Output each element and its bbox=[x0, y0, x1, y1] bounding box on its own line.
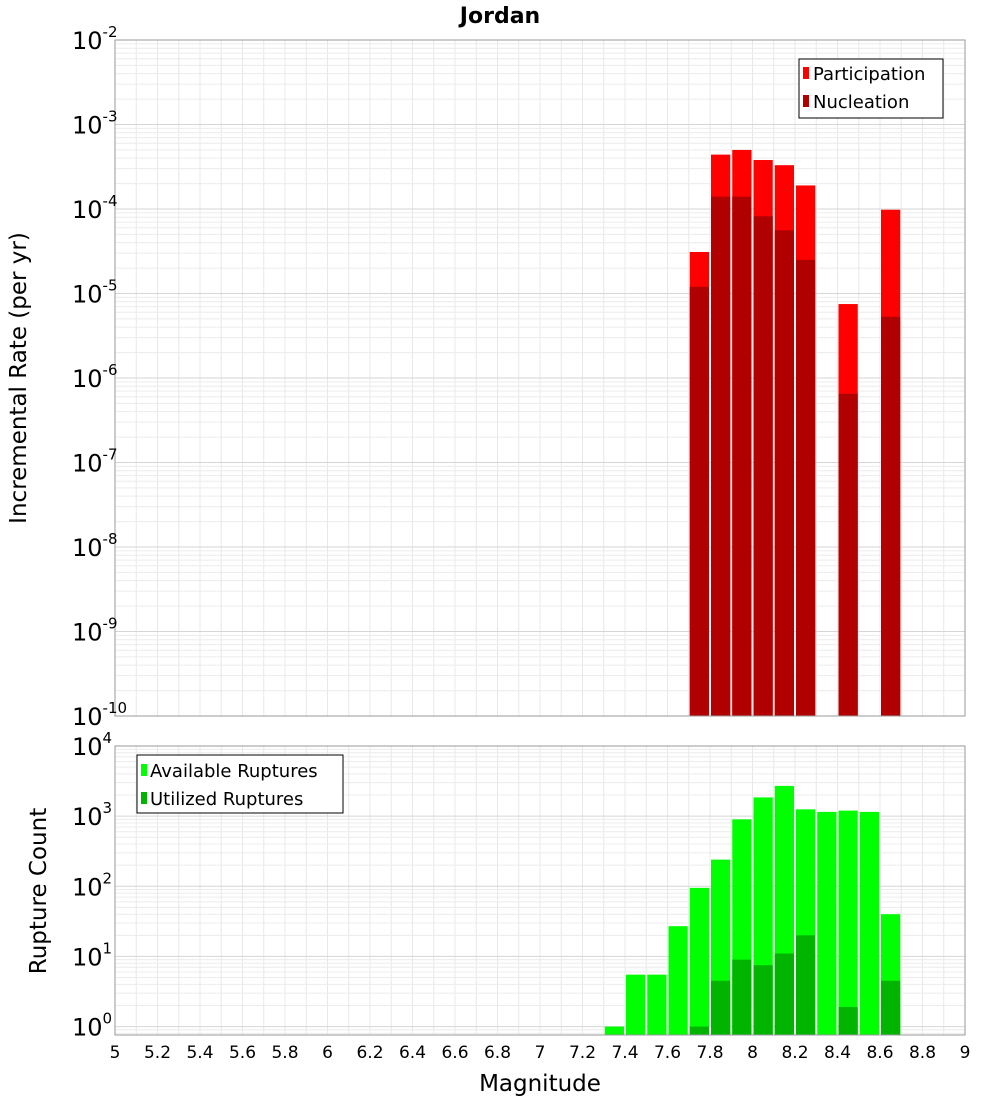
x-tick-label: 5.8 bbox=[271, 1043, 298, 1063]
top-grid bbox=[114, 39, 966, 717]
bottom-y-ticks: 104 103 102 101 100 bbox=[72, 729, 112, 1042]
x-tick-label: 6.6 bbox=[441, 1043, 468, 1063]
top-y-tick-label: 10-9 bbox=[72, 615, 118, 647]
x-tick-label: 8 bbox=[747, 1043, 758, 1063]
bar-nucleation bbox=[711, 196, 731, 717]
bar-available-ruptures bbox=[604, 1026, 624, 1035]
x-tick-label: 6.2 bbox=[356, 1043, 383, 1063]
bar-nucleation bbox=[689, 286, 709, 716]
bottom-y-axis-label: Rupture Count bbox=[26, 808, 52, 974]
bar-utilized-ruptures bbox=[881, 980, 901, 1035]
x-tick-label: 6.4 bbox=[399, 1043, 426, 1063]
x-tick-label: 5 bbox=[110, 1043, 121, 1063]
top-y-tick-label: 10-5 bbox=[72, 277, 118, 309]
x-tick-label: 8.2 bbox=[781, 1043, 808, 1063]
x-tick-label: 5.2 bbox=[144, 1043, 171, 1063]
bar-available-ruptures bbox=[689, 887, 709, 1035]
bar-utilized-ruptures bbox=[732, 959, 752, 1035]
legend-label-available: Available Ruptures bbox=[150, 761, 318, 782]
bottom-y-tick-label: 104 bbox=[72, 729, 112, 761]
x-tick-label: 8.8 bbox=[909, 1043, 936, 1063]
bar-available-ruptures bbox=[817, 811, 837, 1035]
legend-label-utilized: Utilized Ruptures bbox=[150, 789, 303, 810]
x-tick-label: 8.6 bbox=[866, 1043, 893, 1063]
bottom-legend: Available Ruptures Utilized Ruptures bbox=[136, 754, 344, 814]
bar-nucleation bbox=[774, 230, 794, 716]
bar-utilized-ruptures bbox=[711, 980, 731, 1035]
x-tick-label: 6.8 bbox=[484, 1043, 511, 1063]
bar-nucleation bbox=[753, 216, 773, 717]
x-tick-label: 8.4 bbox=[824, 1043, 851, 1063]
bar-available-ruptures bbox=[647, 974, 667, 1035]
bottom-y-tick-label: 103 bbox=[72, 799, 112, 831]
bottom-y-tick-label: 102 bbox=[72, 869, 112, 901]
rupture-count-plot: 104 103 102 101 100 5 5.2 5.4 5.6 5.8 6 6.2 6.4 6.6 6… bbox=[26, 729, 970, 1097]
top-bars bbox=[689, 149, 901, 717]
top-legend-box bbox=[798, 58, 944, 119]
bar-nucleation bbox=[881, 316, 901, 716]
bottom-legend-box bbox=[136, 754, 344, 814]
bar-utilized-ruptures bbox=[689, 1026, 709, 1035]
top-y-tick-label: 10-10 bbox=[72, 699, 127, 731]
legend-swatch-nucleation bbox=[803, 95, 809, 107]
bar-available-ruptures bbox=[626, 974, 646, 1035]
x-axis-label: Magnitude bbox=[479, 1071, 601, 1097]
chart-title: Jordan bbox=[458, 4, 540, 29]
bottom-plot-border bbox=[114, 745, 966, 1036]
legend-swatch-participation bbox=[803, 67, 809, 79]
bar-nucleation bbox=[732, 196, 752, 717]
top-y-tick-label: 10-7 bbox=[72, 446, 118, 478]
top-y-tick-label: 10-2 bbox=[72, 23, 118, 55]
x-tick-label: 9 bbox=[960, 1043, 971, 1063]
bar-available-ruptures bbox=[668, 926, 688, 1035]
bottom-y-tick-label: 101 bbox=[72, 939, 112, 971]
bar-nucleation bbox=[796, 259, 816, 716]
top-plot-border bbox=[114, 39, 966, 717]
bar-available-ruptures bbox=[838, 810, 858, 1035]
top-legend: Participation Nucleation bbox=[798, 58, 944, 119]
bottom-bars bbox=[604, 785, 901, 1035]
x-tick-label: 7.6 bbox=[654, 1043, 681, 1063]
top-y-tick-label: 10-3 bbox=[72, 108, 118, 140]
x-tick-label: 7 bbox=[535, 1043, 546, 1063]
legend-label-participation: Participation bbox=[813, 64, 925, 85]
bar-nucleation bbox=[838, 393, 858, 716]
x-tick-label: 6 bbox=[322, 1043, 333, 1063]
bottom-y-tick-label: 100 bbox=[72, 1010, 112, 1042]
x-tick-label: 7.8 bbox=[696, 1043, 723, 1063]
top-y-tick-label: 10-4 bbox=[72, 192, 118, 224]
legend-label-nucleation: Nucleation bbox=[813, 92, 909, 113]
bar-utilized-ruptures bbox=[838, 1007, 858, 1035]
x-ticks: 5 5.2 5.4 5.6 5.8 6 6.2 6.4 6.6 6.8 7 7.2 7.4 7.6 7.8 8… bbox=[110, 1043, 971, 1063]
top-y-ticks: 10-2 10-3 10-4 10-5 10-6 10-7 10-8 10-9 10-10 bbox=[72, 23, 127, 731]
bar-utilized-ruptures bbox=[753, 965, 773, 1035]
participation-nucleation-plot: Jordan 10-210-310-410-510-610-710-810-91… bbox=[6, 4, 966, 731]
x-tick-label: 5.4 bbox=[186, 1043, 213, 1063]
bar-utilized-ruptures bbox=[796, 935, 816, 1035]
top-y-tick-label: 10-6 bbox=[72, 361, 118, 393]
x-tick-label: 7.4 bbox=[611, 1043, 638, 1063]
legend-swatch-available bbox=[141, 764, 147, 776]
bar-available-ruptures bbox=[859, 811, 879, 1035]
x-tick-label: 7.2 bbox=[569, 1043, 596, 1063]
x-tick-label: 5.6 bbox=[229, 1043, 256, 1063]
top-y-tick-label: 10-8 bbox=[72, 530, 118, 562]
bar-utilized-ruptures bbox=[774, 953, 794, 1035]
legend-swatch-utilized bbox=[141, 792, 147, 804]
top-y-axis-label: Incremental Rate (per yr) bbox=[6, 232, 32, 524]
